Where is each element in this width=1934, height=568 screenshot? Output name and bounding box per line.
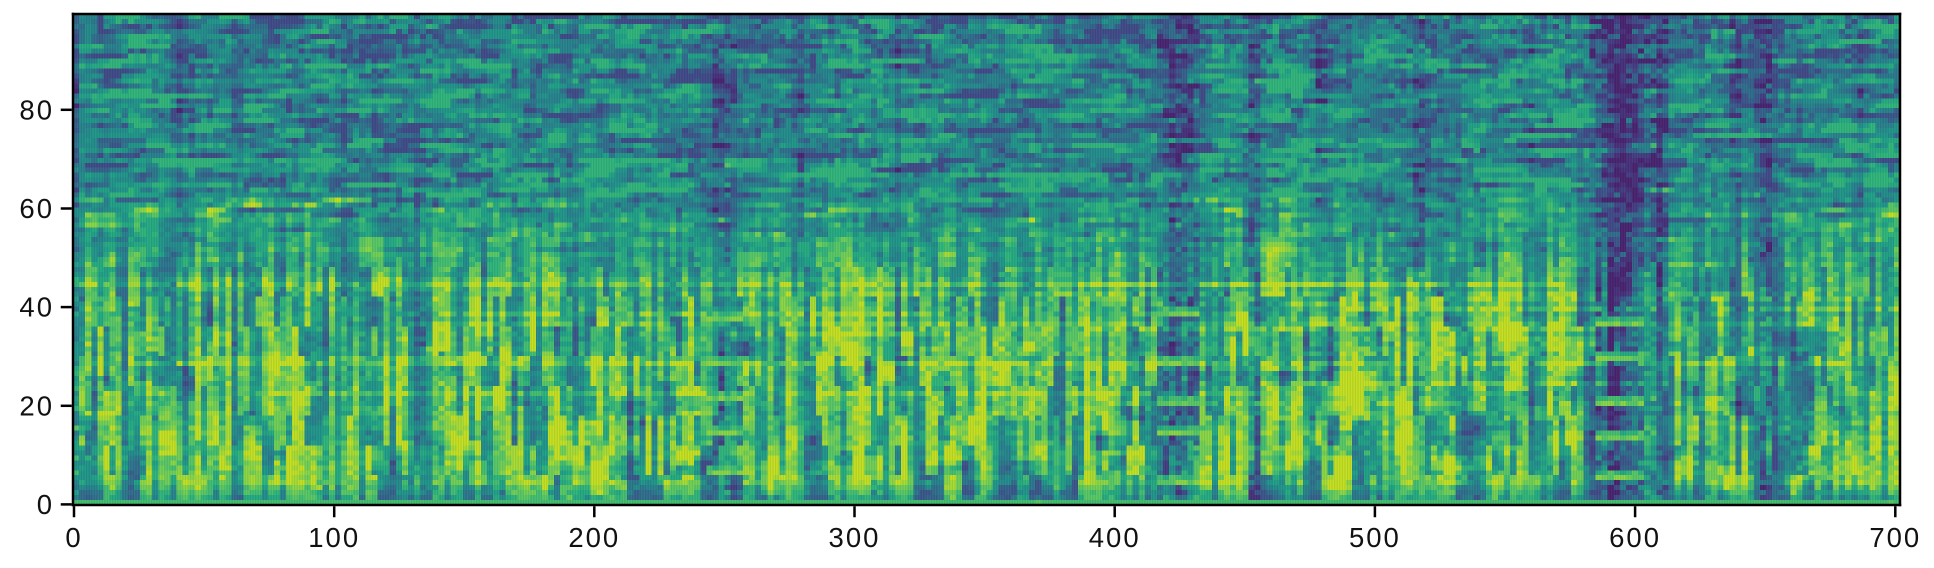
svg-text:0: 0 — [65, 522, 82, 553]
svg-text:400: 400 — [1089, 522, 1141, 553]
svg-text:500: 500 — [1349, 522, 1401, 553]
svg-text:100: 100 — [308, 522, 360, 553]
svg-text:20: 20 — [19, 390, 54, 421]
svg-text:40: 40 — [19, 292, 54, 323]
svg-text:700: 700 — [1869, 522, 1921, 553]
svg-text:600: 600 — [1609, 522, 1661, 553]
svg-text:60: 60 — [19, 193, 54, 224]
svg-text:0: 0 — [37, 489, 54, 520]
svg-text:200: 200 — [568, 522, 620, 553]
svg-text:80: 80 — [19, 94, 54, 125]
svg-text:300: 300 — [829, 522, 881, 553]
